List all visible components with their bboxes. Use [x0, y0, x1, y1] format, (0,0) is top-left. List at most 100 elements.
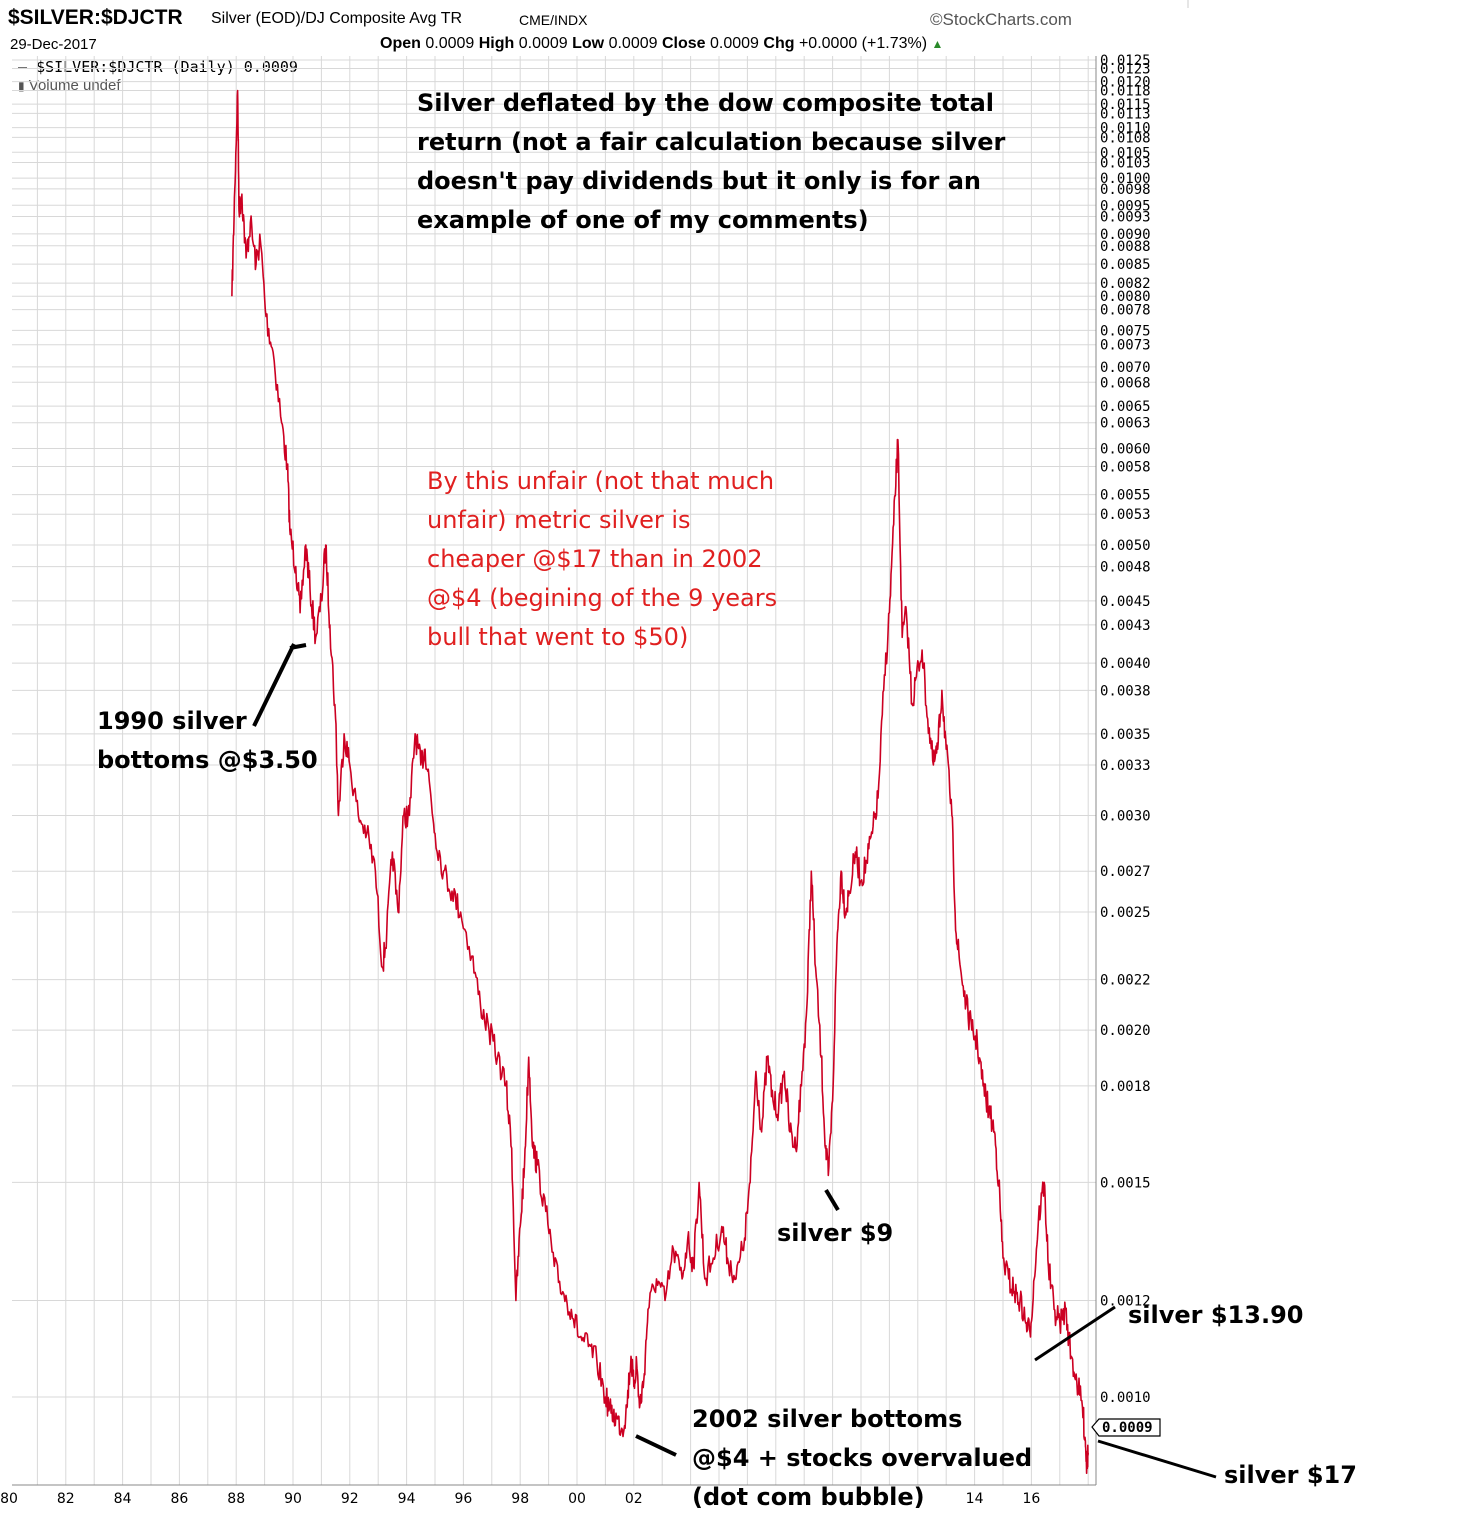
- y-tick-label: 0.0068: [1100, 375, 1151, 391]
- ohlc-readout: Open 0.0009 High 0.0009 Low 0.0009 Close…: [380, 35, 943, 53]
- y-tick-label: 0.0035: [1100, 727, 1151, 743]
- y-tick-label: 0.0105: [1100, 145, 1151, 161]
- x-tick-label: 80: [0, 1491, 18, 1507]
- y-tick-label: 0.0090: [1100, 227, 1151, 243]
- main-annotation-line: return (not a fair calculation because s…: [417, 128, 1006, 156]
- y-tick-label: 0.0022: [1100, 973, 1151, 989]
- arrow-1990-head: [289, 643, 307, 650]
- annotation-2002-line: (dot com bubble): [692, 1483, 925, 1511]
- series-line: [231, 89, 1089, 1474]
- legend-series-label: $SILVER:$DJCTR (Daily) 0.0009: [36, 58, 298, 76]
- y-tick-label: 0.0110: [1100, 121, 1151, 137]
- annotation-silver-9: silver $9: [777, 1219, 894, 1247]
- y-tick-label: 0.0065: [1100, 399, 1151, 415]
- main-annotation-line: Silver deflated by the dow composite tot…: [417, 89, 995, 117]
- x-tick-label: 02: [625, 1491, 643, 1507]
- up-triangle-icon: ▲: [931, 37, 944, 51]
- y-tick-label: 0.0055: [1100, 488, 1151, 504]
- grid: [12, 56, 1096, 1485]
- annotation-silver-17: silver $17: [1224, 1461, 1357, 1489]
- red-annotation-line: unfair) metric silver is: [427, 506, 691, 534]
- red-annotation: By this unfair (not that much unfair) me…: [427, 462, 777, 657]
- y-tick-label: 0.0120: [1100, 75, 1151, 91]
- chg-value: +0.0000 (+1.73%): [798, 35, 928, 52]
- high-label: High: [478, 35, 515, 52]
- legend-series: — $SILVER:$DJCTR (Daily) 0.0009: [18, 58, 298, 76]
- annotation-1990-line: 1990 silver: [97, 707, 247, 735]
- annotation-1990: 1990 silver bottoms @$3.50: [97, 702, 318, 780]
- open-value: 0.0009: [425, 35, 475, 52]
- chart-date: 29-Dec-2017: [10, 36, 97, 53]
- red-annotation-line: @$4 (begining of the 9 years: [427, 584, 778, 612]
- y-tick-label: 0.0115: [1100, 97, 1151, 113]
- y-tick-label: 0.0018: [1100, 1079, 1151, 1095]
- y-tick-label: 0.0030: [1100, 808, 1151, 824]
- y-tick-label: 0.0053: [1100, 507, 1151, 523]
- y-tick-label: 0.0093: [1100, 210, 1151, 226]
- y-tick-label: 0.0015: [1100, 1175, 1151, 1191]
- last-value-label: 0.0009: [1102, 1420, 1153, 1436]
- x-tick-label: 16: [1022, 1491, 1040, 1507]
- y-tick-labels: 0.01250.01230.01200.01180.01150.01130.01…: [1100, 53, 1151, 1406]
- arrow-silver-9: [824, 1188, 840, 1212]
- y-tick-label: 0.0095: [1100, 198, 1151, 214]
- open-label: Open: [380, 35, 421, 52]
- annotation-2002-line: @$4 + stocks overvalued: [692, 1444, 1033, 1472]
- annotation-silver-1390: silver $13.90: [1128, 1301, 1304, 1329]
- y-tick-label: 0.0043: [1100, 618, 1151, 634]
- y-tick-label: 0.0033: [1100, 758, 1151, 774]
- x-tick-label: 00: [568, 1491, 586, 1507]
- last-value-box: [1091, 1418, 1161, 1437]
- high-value: 0.0009: [518, 35, 568, 52]
- y-tick-label: 0.0103: [1100, 155, 1151, 171]
- y-tick-label: 0.0100: [1100, 171, 1151, 187]
- annotation-2002: 2002 silver bottoms @$4 + stocks overval…: [692, 1400, 1032, 1517]
- y-tick-label: 0.0078: [1100, 303, 1151, 319]
- y-tick-label: 0.0098: [1100, 182, 1151, 198]
- y-tick-label: 0.0010: [1100, 1390, 1151, 1406]
- arrow-2002: [635, 1434, 677, 1457]
- main-annotation-line: example of one of my comments): [417, 206, 869, 234]
- y-tick-label: 0.0048: [1100, 560, 1151, 576]
- series-path: [231, 89, 1089, 1474]
- exchange-label: CME/INDX: [519, 12, 588, 28]
- y-tick-label: 0.0075: [1100, 323, 1151, 339]
- y-tick-label: 0.0058: [1100, 459, 1151, 475]
- y-tick-label: 0.0082: [1100, 276, 1151, 292]
- x-tick-label: 96: [454, 1491, 472, 1507]
- y-tick-label: 0.0050: [1100, 538, 1151, 554]
- close-label: Close: [661, 35, 706, 52]
- y-tick-label: 0.0125: [1100, 53, 1151, 69]
- red-annotation-line: bull that went to $50): [427, 623, 689, 651]
- main-annotation: Silver deflated by the dow composite tot…: [417, 84, 1005, 240]
- arrow-silver-1390: [1034, 1305, 1116, 1362]
- y-tick-label: 0.0073: [1100, 338, 1151, 354]
- y-tick-label: 0.0118: [1100, 84, 1151, 100]
- y-tick-label: 0.0038: [1100, 683, 1151, 699]
- x-tick-label: 94: [398, 1491, 416, 1507]
- y-tick-label: 0.0113: [1100, 106, 1151, 122]
- y-tick-label: 0.0020: [1100, 1023, 1151, 1039]
- y-tick-label: 0.0060: [1100, 442, 1151, 458]
- x-tick-label: 82: [57, 1491, 75, 1507]
- y-tick-label: 0.0045: [1100, 594, 1151, 610]
- low-label: Low: [572, 35, 605, 52]
- brand-logo[interactable]: ©StockCharts.com: [930, 10, 1072, 29]
- arrow-1990: [252, 643, 296, 727]
- annotation-2002-line: 2002 silver bottoms: [692, 1405, 963, 1433]
- y-tick-label: 0.0085: [1100, 257, 1151, 273]
- y-tick-label: 0.0123: [1100, 62, 1151, 78]
- y-tick-label: 0.0027: [1100, 864, 1151, 880]
- chart-description: Silver (EOD)/DJ Composite Avg TR: [211, 10, 463, 27]
- red-annotation-line: cheaper @$17 than in 2002: [427, 545, 763, 573]
- chart-symbol: $SILVER:$DJCTR: [8, 6, 183, 29]
- y-tick-label: 0.0088: [1100, 239, 1151, 255]
- volume-bars-icon: ▮: [18, 79, 25, 93]
- y-tick-label: 0.0108: [1100, 130, 1151, 146]
- close-value: 0.0009: [710, 35, 759, 52]
- annotation-1990-line: bottoms @$3.50: [97, 746, 318, 774]
- y-tick-label: 0.0012: [1100, 1293, 1151, 1309]
- y-tick-label: 0.0040: [1100, 656, 1151, 672]
- y-tick-label: 0.0070: [1100, 360, 1151, 376]
